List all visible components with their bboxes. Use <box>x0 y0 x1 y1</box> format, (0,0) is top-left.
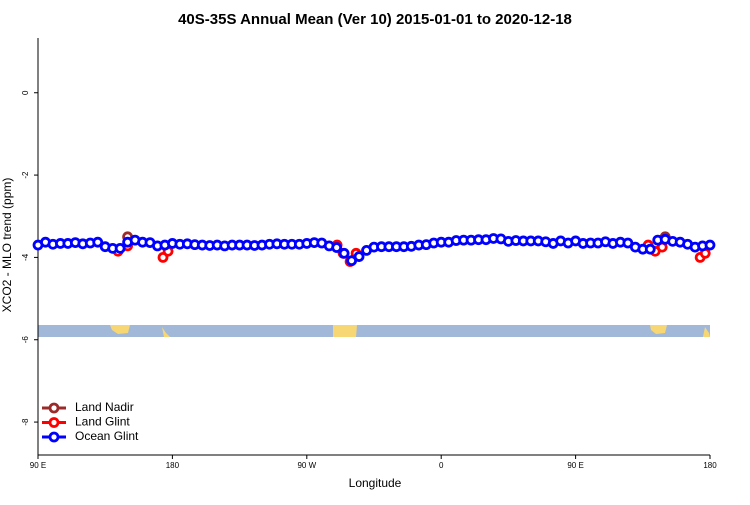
y-axis-label: XCO2 - MLO trend (ppm) <box>0 178 14 313</box>
legend-label: Land Nadir <box>75 400 134 414</box>
x-tick-label: 180 <box>703 461 717 470</box>
point <box>704 239 716 251</box>
x-tick-label: 90 W <box>297 461 316 470</box>
y-tick-label: -4 <box>21 253 30 261</box>
point <box>114 242 126 254</box>
y-tick-label: -2 <box>21 171 30 179</box>
y-tick-label: 0 <box>21 90 30 95</box>
y-tick-label: -6 <box>21 336 30 344</box>
point <box>644 243 656 255</box>
point <box>353 251 365 262</box>
y-tick-label: -8 <box>21 418 30 426</box>
x-axis-label: Longitude <box>349 476 402 490</box>
chart-title: 40S-35S Annual Mean (Ver 10) 2015-01-01 … <box>178 11 572 28</box>
x-tick-label: 0 <box>439 461 444 470</box>
legend-marker <box>48 431 60 443</box>
x-tick-label: 90 E <box>567 461 583 470</box>
legend-label: Ocean Glint <box>75 429 139 443</box>
x-tick-label: 180 <box>166 461 180 470</box>
point <box>338 247 350 259</box>
x-tick-label: 90 E <box>30 461 46 470</box>
legend-marker <box>48 417 60 428</box>
legend-marker <box>48 402 60 414</box>
legend-label: Land Glint <box>75 415 130 429</box>
point <box>331 242 343 253</box>
map-strip <box>38 325 710 337</box>
point <box>92 236 104 248</box>
